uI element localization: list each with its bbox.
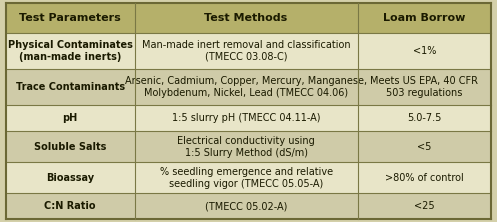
Text: >80% of control: >80% of control (385, 173, 464, 183)
Text: 5.0-7.5: 5.0-7.5 (407, 113, 441, 123)
Bar (358, 105, 491, 131)
Text: pH: pH (63, 113, 78, 123)
Text: <5: <5 (417, 142, 431, 152)
Text: Soluble Salts: Soluble Salts (34, 142, 106, 152)
Text: Physical Contaminates
(man-made inerts): Physical Contaminates (man-made inerts) (8, 40, 133, 62)
Bar (135, 162, 358, 193)
Bar (358, 33, 491, 69)
Text: C:N Ratio: C:N Ratio (45, 201, 96, 211)
Bar (135, 193, 358, 219)
Bar (6, 69, 135, 105)
Text: Man-made inert removal and classification
(TMECC 03.08-C): Man-made inert removal and classificatio… (142, 40, 350, 62)
Bar (135, 105, 358, 131)
Text: Arsenic, Cadmium, Copper, Mercury, Manganese,
Molybdenum, Nickel, Lead (TMECC 04: Arsenic, Cadmium, Copper, Mercury, Manga… (125, 76, 367, 98)
Bar (135, 3, 358, 33)
Bar (6, 105, 135, 131)
Bar (358, 131, 491, 162)
Bar (6, 3, 135, 33)
Bar (6, 131, 135, 162)
Text: Loam Borrow: Loam Borrow (383, 13, 466, 23)
Bar (135, 131, 358, 162)
Text: Bioassay: Bioassay (46, 173, 94, 183)
Text: Trace Contaminants: Trace Contaminants (16, 82, 125, 92)
Text: Meets US EPA, 40 CFR
503 regulations: Meets US EPA, 40 CFR 503 regulations (370, 76, 478, 98)
Bar (358, 162, 491, 193)
Text: 1:5 slurry pH (TMECC 04.11-A): 1:5 slurry pH (TMECC 04.11-A) (172, 113, 321, 123)
Bar (6, 33, 135, 69)
Bar (358, 69, 491, 105)
Text: Test Parameters: Test Parameters (19, 13, 121, 23)
Bar (6, 162, 135, 193)
Text: (TMECC 05.02-A): (TMECC 05.02-A) (205, 201, 287, 211)
Bar (358, 193, 491, 219)
Bar (135, 33, 358, 69)
Text: Electrical conductivity using
1:5 Slurry Method (dS/m): Electrical conductivity using 1:5 Slurry… (177, 136, 315, 158)
Text: % seedling emergence and relative
seedling vigor (TMECC 05.05-A): % seedling emergence and relative seedli… (160, 167, 332, 189)
Bar (135, 69, 358, 105)
Bar (358, 3, 491, 33)
Text: <25: <25 (414, 201, 435, 211)
Text: <1%: <1% (413, 46, 436, 56)
Bar (6, 193, 135, 219)
Text: Test Methods: Test Methods (204, 13, 288, 23)
